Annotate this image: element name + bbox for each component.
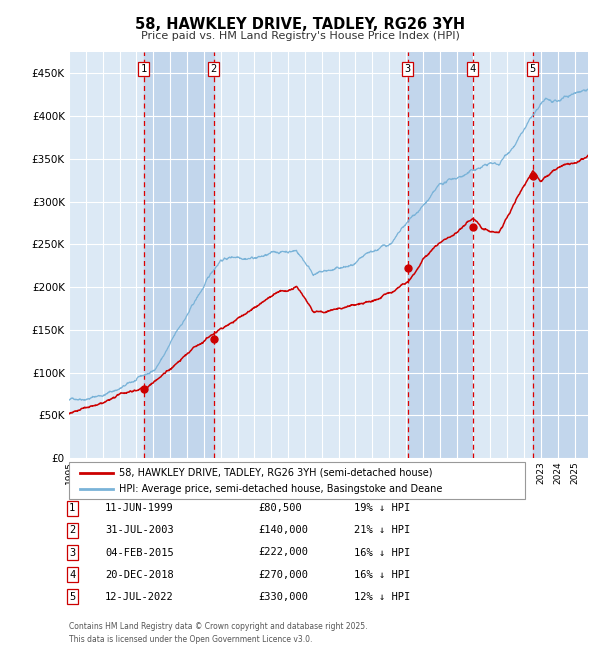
Text: 19% ↓ HPI: 19% ↓ HPI <box>354 503 410 514</box>
Text: 2: 2 <box>211 64 217 74</box>
Text: 16% ↓ HPI: 16% ↓ HPI <box>354 569 410 580</box>
Text: 58, HAWKLEY DRIVE, TADLEY, RG26 3YH: 58, HAWKLEY DRIVE, TADLEY, RG26 3YH <box>135 17 465 32</box>
Text: 11-JUN-1999: 11-JUN-1999 <box>105 503 174 514</box>
Text: £270,000: £270,000 <box>258 569 308 580</box>
Text: £330,000: £330,000 <box>258 592 308 602</box>
Text: £80,500: £80,500 <box>258 503 302 514</box>
Text: 58, HAWKLEY DRIVE, TADLEY, RG26 3YH (semi-detached house): 58, HAWKLEY DRIVE, TADLEY, RG26 3YH (sem… <box>119 467 432 478</box>
Text: 4: 4 <box>470 64 476 74</box>
Text: 12% ↓ HPI: 12% ↓ HPI <box>354 592 410 602</box>
Text: 3: 3 <box>404 64 410 74</box>
Text: 31-JUL-2003: 31-JUL-2003 <box>105 525 174 536</box>
Text: £222,000: £222,000 <box>258 547 308 558</box>
Text: Contains HM Land Registry data © Crown copyright and database right 2025.
This d: Contains HM Land Registry data © Crown c… <box>69 622 367 644</box>
Text: 20-DEC-2018: 20-DEC-2018 <box>105 569 174 580</box>
Text: 3: 3 <box>69 547 75 558</box>
Text: 2: 2 <box>69 525 75 536</box>
Text: HPI: Average price, semi-detached house, Basingstoke and Deane: HPI: Average price, semi-detached house,… <box>119 484 442 494</box>
Text: 1: 1 <box>69 503 75 514</box>
Bar <box>407 52 473 458</box>
Bar <box>533 52 588 458</box>
Text: 1: 1 <box>140 64 147 74</box>
Text: 5: 5 <box>69 592 75 602</box>
Text: 21% ↓ HPI: 21% ↓ HPI <box>354 525 410 536</box>
Text: £140,000: £140,000 <box>258 525 308 536</box>
Text: 16% ↓ HPI: 16% ↓ HPI <box>354 547 410 558</box>
Text: 4: 4 <box>69 569 75 580</box>
Text: 12-JUL-2022: 12-JUL-2022 <box>105 592 174 602</box>
Bar <box>144 52 214 458</box>
Text: Price paid vs. HM Land Registry's House Price Index (HPI): Price paid vs. HM Land Registry's House … <box>140 31 460 41</box>
Text: 04-FEB-2015: 04-FEB-2015 <box>105 547 174 558</box>
Text: 5: 5 <box>530 64 536 74</box>
